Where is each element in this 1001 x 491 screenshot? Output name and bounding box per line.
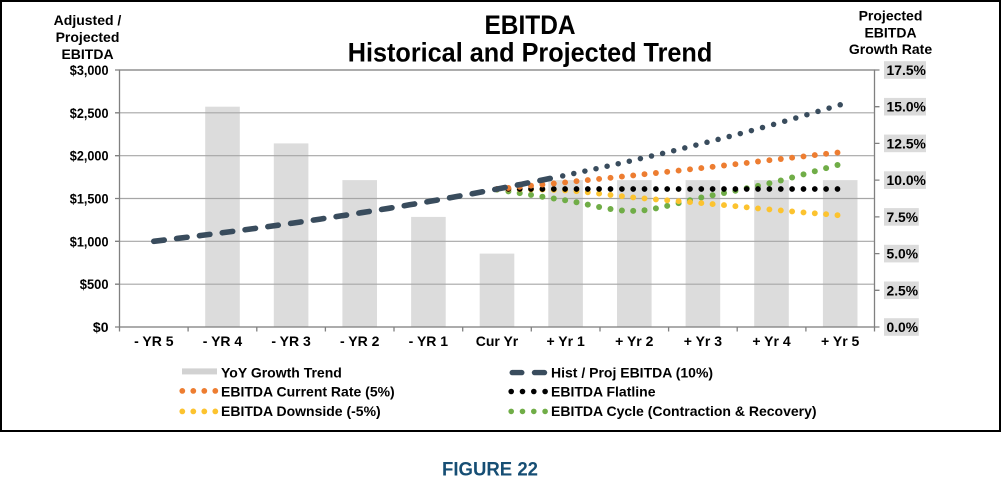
svg-text:Projected: Projected bbox=[56, 29, 120, 45]
svg-text:- YR 4: - YR 4 bbox=[203, 333, 243, 349]
svg-text:$0: $0 bbox=[93, 319, 109, 335]
svg-text:EBITDA Flatline: EBITDA Flatline bbox=[551, 384, 656, 400]
svg-text:12.5%: 12.5% bbox=[887, 135, 927, 151]
svg-text:$1,500: $1,500 bbox=[70, 191, 109, 207]
svg-text:+ Yr 2: + Yr 2 bbox=[615, 333, 653, 349]
svg-text:+ Yr 5: + Yr 5 bbox=[821, 333, 859, 349]
svg-text:- YR 1: - YR 1 bbox=[409, 333, 449, 349]
svg-text:EBITDA Current Rate (5%): EBITDA Current Rate (5%) bbox=[221, 384, 395, 400]
svg-text:EBITDA Downside (-5%): EBITDA Downside (-5%) bbox=[221, 403, 381, 419]
svg-text:$3,000: $3,000 bbox=[70, 62, 109, 78]
svg-text:- YR 2: - YR 2 bbox=[340, 333, 380, 349]
svg-text:Hist / Proj EBITDA (10%): Hist / Proj EBITDA (10%) bbox=[551, 365, 713, 381]
svg-text:Projected: Projected bbox=[859, 8, 923, 24]
svg-text:+ Yr 4: + Yr 4 bbox=[752, 333, 790, 349]
svg-text:0.0%: 0.0% bbox=[887, 319, 919, 335]
svg-text:- YR 3: - YR 3 bbox=[271, 333, 311, 349]
svg-text:FIGURE 22: FIGURE 22 bbox=[442, 460, 538, 481]
svg-text:EBITDA: EBITDA bbox=[485, 10, 576, 40]
svg-text:5.0%: 5.0% bbox=[887, 246, 919, 262]
svg-text:10.0%: 10.0% bbox=[887, 172, 927, 188]
svg-text:+ Yr 3: + Yr 3 bbox=[684, 333, 722, 349]
svg-text:$2,500: $2,500 bbox=[70, 105, 109, 121]
svg-text:Cur Yr: Cur Yr bbox=[476, 333, 519, 349]
svg-text:YoY Growth Trend: YoY Growth Trend bbox=[221, 365, 342, 381]
svg-text:$500: $500 bbox=[80, 276, 109, 292]
svg-text:15.0%: 15.0% bbox=[887, 99, 927, 115]
svg-text:Adjusted /: Adjusted / bbox=[54, 12, 122, 28]
svg-text:Growth Rate: Growth Rate bbox=[849, 41, 932, 57]
svg-text:$2,000: $2,000 bbox=[70, 148, 109, 164]
svg-text:+ Yr 1: + Yr 1 bbox=[546, 333, 584, 349]
svg-text:EBITDA Cycle (Contraction & Re: EBITDA Cycle (Contraction & Recovery) bbox=[551, 403, 817, 419]
svg-text:$1,000: $1,000 bbox=[70, 233, 109, 249]
svg-text:7.5%: 7.5% bbox=[887, 209, 919, 225]
svg-text:- YR 5: - YR 5 bbox=[134, 333, 174, 349]
svg-text:2.5%: 2.5% bbox=[887, 282, 919, 298]
svg-text:EBITDA: EBITDA bbox=[864, 24, 916, 40]
svg-text:EBITDA: EBITDA bbox=[61, 46, 113, 62]
svg-text:17.5%: 17.5% bbox=[887, 62, 927, 78]
svg-text:Historical and Projected Trend: Historical and Projected Trend bbox=[348, 38, 713, 68]
